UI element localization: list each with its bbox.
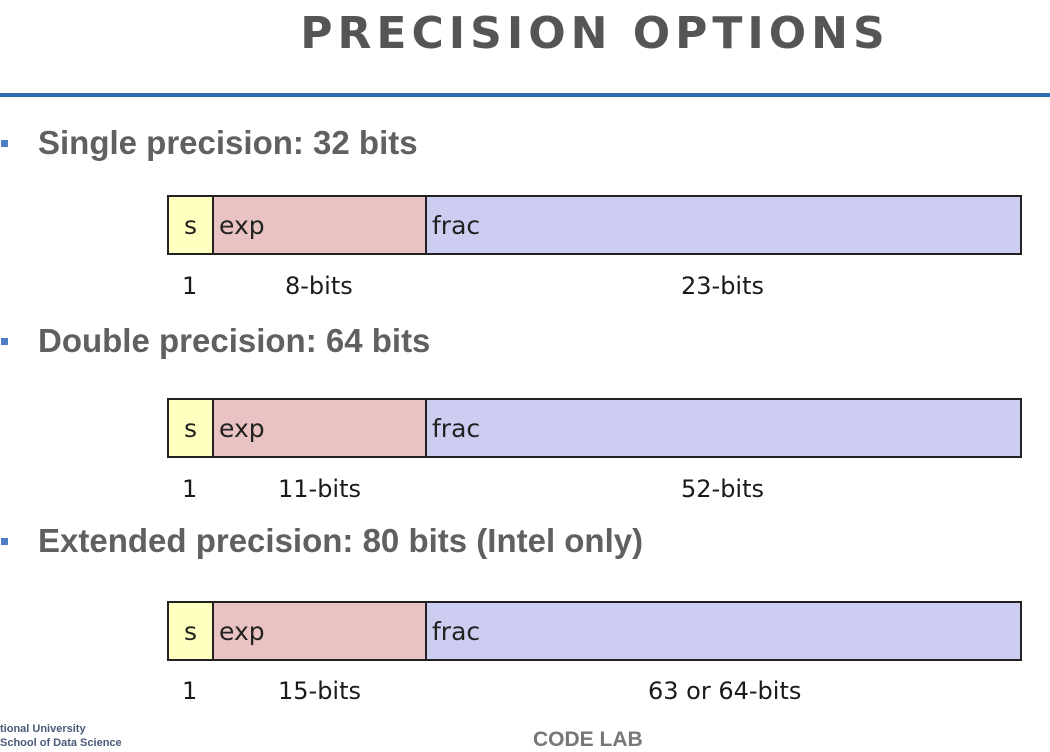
footer-brand: CODE LAB — [533, 728, 643, 751]
sign-field: s — [169, 197, 214, 253]
fraction-field: frac — [427, 197, 1020, 253]
exponent-size-label: 8-bits — [285, 272, 353, 300]
fraction-field: frac — [427, 400, 1020, 456]
sign-size-label: 1 — [182, 677, 198, 705]
exponent-field: exp — [214, 400, 427, 456]
institution-logo-text: tional University School of Data Science — [0, 722, 122, 750]
extended-precision-heading: Extended precision: 80 bits (Intel only) — [38, 522, 644, 559]
double-precision-layout: s exp frac — [167, 398, 1022, 458]
bullet-icon — [1, 538, 8, 545]
institution-line-1: tional University — [0, 723, 86, 735]
slide-title: PRECISION OPTIONS — [300, 8, 890, 59]
fraction-size-label: 23-bits — [681, 272, 765, 300]
institution-line-2: School of Data Science — [0, 737, 122, 749]
sign-field: s — [169, 400, 214, 456]
sign-size-label: 1 — [182, 272, 198, 300]
extended-precision-layout: s exp frac — [167, 601, 1022, 661]
exponent-size-label: 15-bits — [278, 677, 362, 705]
bullet-icon — [1, 140, 8, 147]
fraction-size-label: 63 or 64-bits — [648, 677, 802, 705]
exponent-size-label: 11-bits — [278, 475, 362, 503]
sign-field: s — [169, 603, 214, 659]
fraction-size-label: 52-bits — [681, 475, 765, 503]
title-divider — [0, 93, 1050, 97]
fraction-field: frac — [427, 603, 1020, 659]
sign-size-label: 1 — [182, 475, 198, 503]
exponent-field: exp — [214, 603, 427, 659]
bullet-icon — [1, 338, 8, 345]
single-precision-heading: Single precision: 32 bits — [38, 124, 418, 161]
single-precision-layout: s exp frac — [167, 195, 1022, 255]
exponent-field: exp — [214, 197, 427, 253]
double-precision-heading: Double precision: 64 bits — [38, 322, 431, 359]
